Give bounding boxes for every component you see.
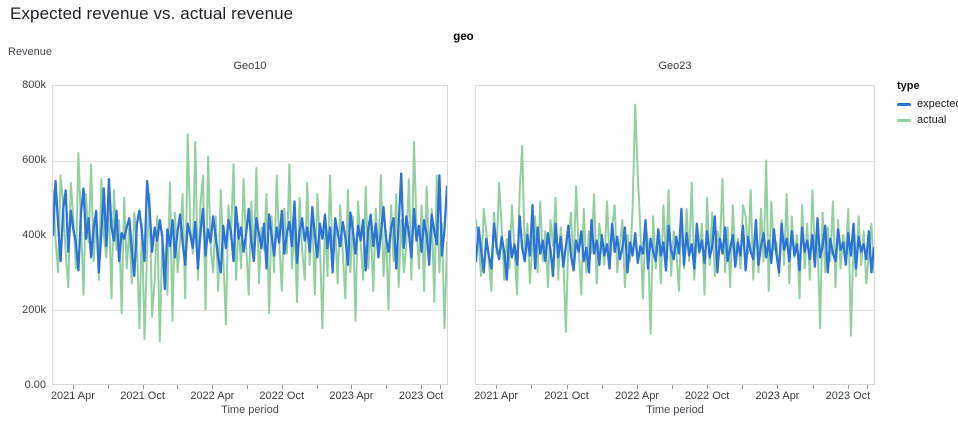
x-axis-tick <box>867 385 869 389</box>
x-axis-tick <box>531 385 533 389</box>
y-axis-tick-label: 0.00 <box>24 379 46 391</box>
x-axis-tick-label: 2023 Apr <box>329 390 374 402</box>
legend-title: type <box>897 80 920 92</box>
y-axis-title: Revenue <box>8 46 53 58</box>
x-axis-tick-label: 2021 Apr <box>474 390 519 402</box>
x-axis-title-geo10: Time period <box>221 404 279 416</box>
x-axis-tick-label: 2022 Apr <box>190 390 235 402</box>
y-axis-tick-label: 600k <box>22 154 46 166</box>
legend-item-expected[interactable]: expected <box>897 98 958 110</box>
gridline <box>53 160 447 162</box>
x-axis-tick <box>672 385 673 389</box>
x-axis-tick-label: 2021 Oct <box>544 390 589 402</box>
x-axis-tick <box>742 385 744 389</box>
legend-item-label: actual <box>917 114 947 126</box>
chart-title: Expected revenue vs. actual revenue <box>10 4 294 23</box>
y-axis-tick-label: 800k <box>22 79 46 91</box>
x-axis-tick <box>440 385 442 389</box>
actual-line-swatch-icon <box>897 118 911 122</box>
x-axis-tick <box>812 385 814 389</box>
x-axis-tick <box>496 385 498 389</box>
legend-item-actual[interactable]: actual <box>897 114 958 126</box>
x-axis-tick-label: 2022 Oct <box>684 390 730 402</box>
legend-item-label: expected <box>917 98 958 110</box>
x-axis-tick <box>421 385 423 389</box>
plot-panel-geo10[interactable] <box>52 85 448 385</box>
facet-title-geo10: Geo10 <box>233 60 267 72</box>
legend: type expected actual <box>897 80 958 130</box>
x-axis-tick-label: 2022 Apr <box>614 390 659 402</box>
plot-panel-geo23[interactable] <box>475 85 875 385</box>
x-axis-tick <box>177 385 179 389</box>
gridline <box>53 309 447 311</box>
x-axis-tick <box>281 385 283 389</box>
x-axis-tick-label: 2021 Apr <box>50 390 95 402</box>
actual-line <box>476 103 874 337</box>
x-axis-tick-label: 2023 Oct <box>398 390 444 402</box>
x-axis-tick <box>72 385 74 389</box>
gridline <box>476 309 874 311</box>
x-axis-title-geo23: Time period <box>646 404 704 416</box>
expected-line <box>53 172 447 291</box>
facet-title-geo23: Geo23 <box>658 60 692 72</box>
x-axis-tick <box>247 385 249 389</box>
line-plot <box>476 103 874 337</box>
x-axis-tick <box>566 385 568 389</box>
x-axis-tick <box>212 385 214 389</box>
y-axis-tick-label: 200k <box>22 304 46 316</box>
x-axis-tick <box>107 385 109 389</box>
x-axis-tick-label: 2023 Oct <box>825 390 871 402</box>
expected-line-swatch-icon <box>897 102 911 106</box>
x-axis-tick <box>777 385 779 389</box>
x-axis-tick-label: 2021 Oct <box>120 390 165 402</box>
x-axis-tick-label: 2022 Oct <box>259 390 304 402</box>
x-axis-tick <box>636 385 638 389</box>
gridline <box>476 160 874 162</box>
x-axis-tick <box>386 385 388 389</box>
x-axis-tick <box>316 385 318 389</box>
x-axis-tick <box>601 385 603 389</box>
line-plot <box>53 133 447 343</box>
actual-line <box>53 133 447 343</box>
x-axis-tick <box>847 385 849 389</box>
y-axis-tick-label: 400k <box>22 229 46 241</box>
x-axis-tick <box>351 385 353 389</box>
facet-field-label: geo <box>453 31 474 43</box>
expected-line <box>476 204 874 281</box>
x-axis-tick-label: 2023 Apr <box>755 390 800 402</box>
x-axis-tick <box>142 385 144 389</box>
x-axis-tick <box>707 385 709 389</box>
